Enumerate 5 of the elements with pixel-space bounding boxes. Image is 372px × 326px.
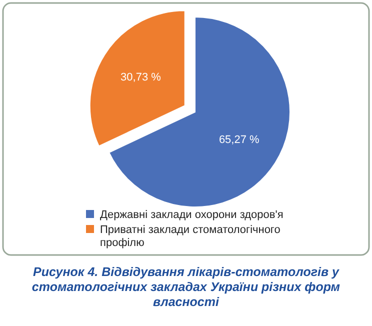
data-label: 65,27 % (218, 134, 260, 146)
legend-label: Приватні заклади стоматологічного профілю (100, 224, 280, 249)
data-label: 30,73 % (120, 71, 162, 84)
legend-label: Державні заклади охорони здоров'я (100, 209, 284, 221)
text: Рисунок 4. Відвідування лікарів-стоматологів у стоматологічних закладах України різних форм власності (32, 265, 340, 309)
